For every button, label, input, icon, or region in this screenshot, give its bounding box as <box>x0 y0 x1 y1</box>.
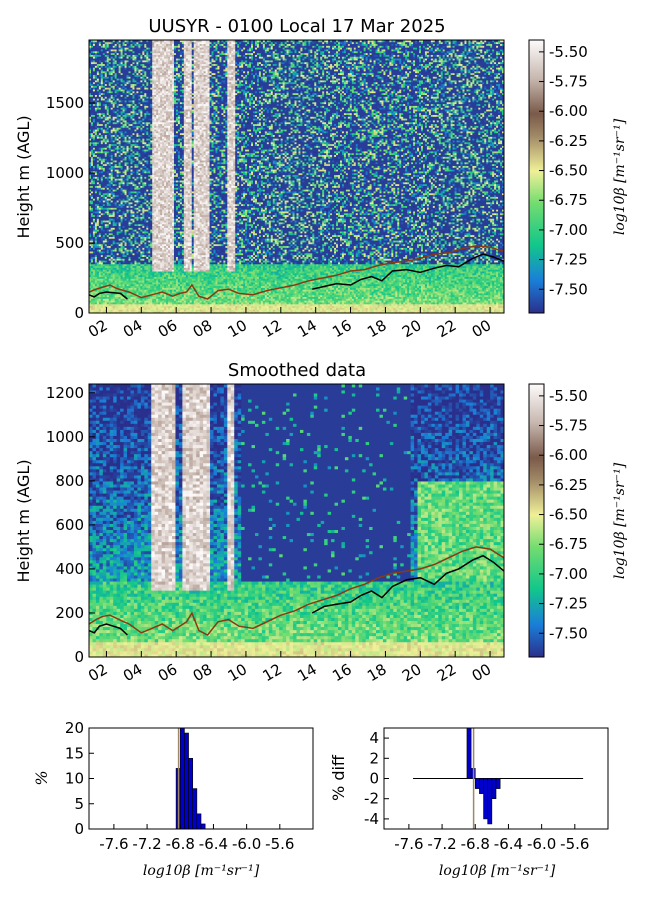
raw-heatmap <box>89 40 504 313</box>
raw-title: UUSYR - 0100 Local 17 Mar 2025 <box>148 16 445 37</box>
